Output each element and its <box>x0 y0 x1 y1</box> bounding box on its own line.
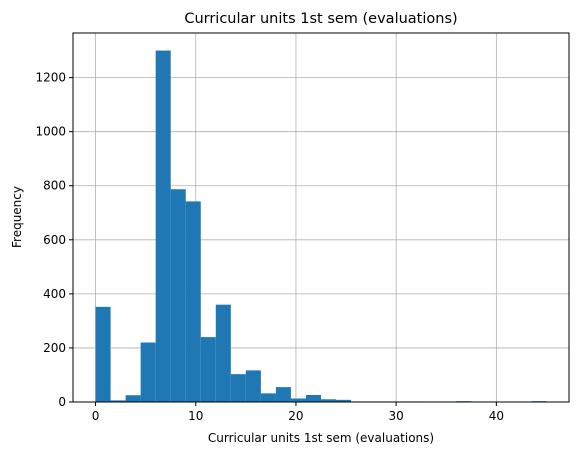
histogram-bar <box>305 394 321 402</box>
histogram-bar <box>140 342 156 402</box>
histogram-bar <box>185 201 201 402</box>
histogram-bar <box>336 399 352 402</box>
y-tick-label: 800 <box>43 179 66 193</box>
histogram-bar <box>245 370 261 402</box>
histogram-bar <box>200 337 216 402</box>
histogram-bar <box>321 399 337 402</box>
histogram-bar <box>110 400 126 402</box>
x-tick-label: 0 <box>92 409 100 423</box>
y-tick-label: 1000 <box>35 125 66 139</box>
chart-title: Curricular units 1st sem (evaluations) <box>184 11 457 27</box>
y-axis-ticks: 0 200 400 600 800 1000 1200 <box>35 71 73 409</box>
y-tick-label: 600 <box>43 233 66 247</box>
histogram-bar <box>125 395 141 402</box>
y-tick-label: 1200 <box>35 71 66 85</box>
histogram-bar <box>95 306 111 402</box>
histogram-bar <box>170 189 186 402</box>
histogram-bar <box>275 387 291 402</box>
y-axis-label: Frequency <box>10 186 24 248</box>
x-tick-label: 40 <box>489 409 504 423</box>
x-axis-ticks: 0 10 20 30 40 <box>92 402 504 423</box>
histogram-bars <box>95 50 547 402</box>
x-tick-label: 20 <box>288 409 303 423</box>
histogram-bar <box>290 398 306 402</box>
y-tick-label: 400 <box>43 287 66 301</box>
x-axis-label: Curricular units 1st sem (evaluations) <box>208 431 434 445</box>
x-tick-label: 10 <box>188 409 203 423</box>
histogram-bar <box>155 50 171 402</box>
histogram-bar <box>260 393 276 402</box>
plot-frame <box>72 32 570 403</box>
y-tick-label: 200 <box>43 341 66 355</box>
y-tick-label: 0 <box>58 395 66 409</box>
histogram-bar <box>230 374 246 402</box>
x-tick-label: 30 <box>389 409 404 423</box>
histogram-bar <box>215 304 231 402</box>
